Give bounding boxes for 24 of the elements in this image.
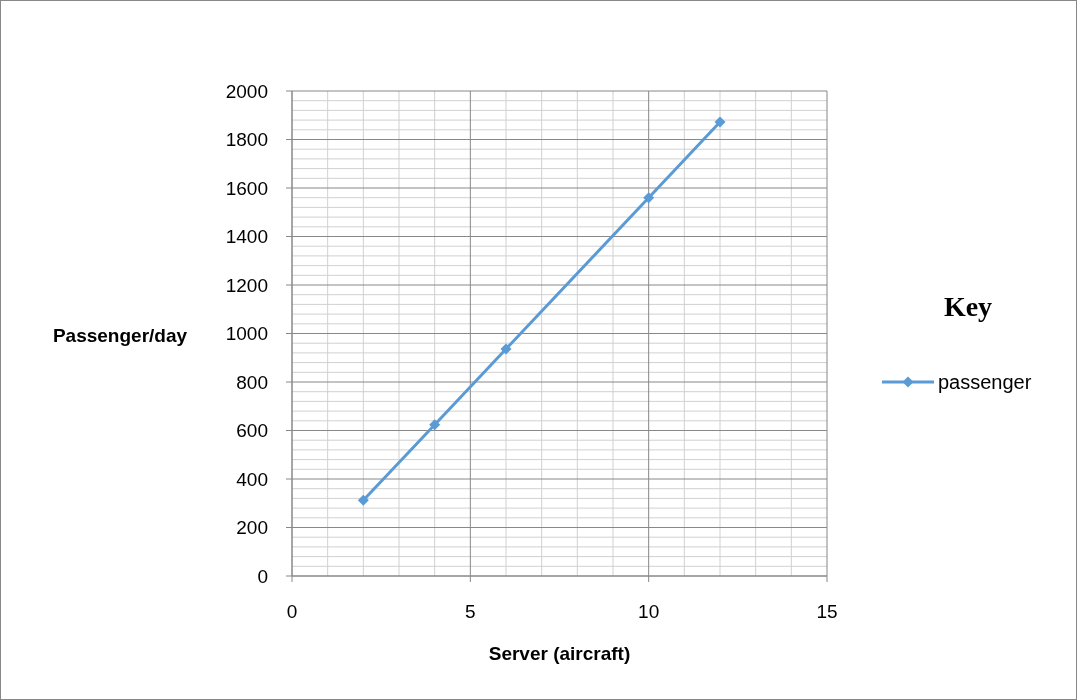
y-tick-label: 800 [236, 371, 268, 393]
x-axis-title: Server (aircraft) [488, 643, 631, 664]
y-tick-label: 200 [236, 517, 268, 539]
point [714, 116, 726, 128]
point [357, 494, 369, 506]
y-tick-label: 1200 [225, 274, 268, 296]
y-tick-label: 2000 [225, 80, 268, 102]
y-tick-label: 1000 [225, 323, 268, 345]
x-tick-label: 10 [638, 601, 660, 622]
y-tick-label: 0 [257, 565, 268, 587]
legend-title: Key [943, 291, 993, 322]
x-tick-label: 5 [465, 601, 476, 622]
x-tick-label: 0 [286, 601, 298, 622]
x-tick-label: 15 [816, 601, 838, 622]
y-axis-title: Passenger/day [52, 325, 188, 346]
point [643, 192, 655, 204]
y-tick-label: 1800 [225, 129, 268, 151]
y-tick-label: 400 [236, 468, 268, 490]
legend-label: passenger [938, 371, 1032, 393]
y-tick-label: 1600 [225, 177, 268, 199]
y-tick-label: 600 [236, 420, 268, 442]
point [429, 419, 441, 431]
y-tick-label: 1400 [225, 226, 268, 248]
point [500, 343, 512, 355]
